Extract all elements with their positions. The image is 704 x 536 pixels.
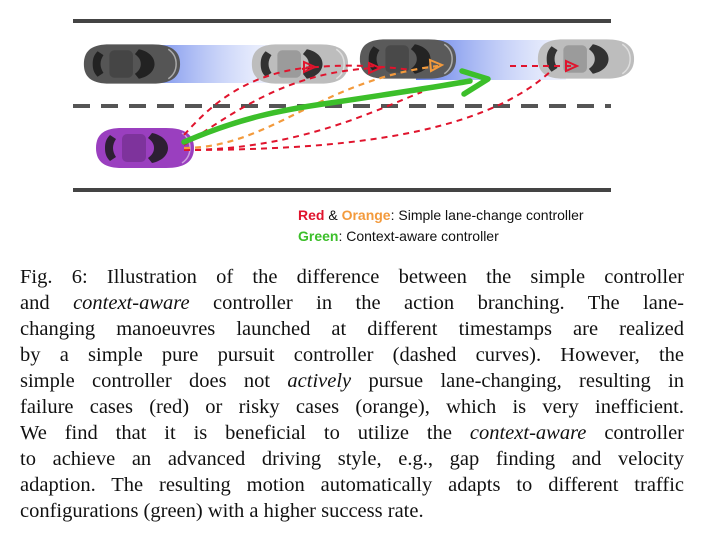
caption-line-7: We find that it is beneficial to utilize… (20, 420, 684, 446)
leading-car-right (359, 38, 457, 80)
caption-text-7a: We find that it is beneficial to utilize… (20, 422, 452, 444)
caption-text-1: Illustration of the difference between t… (106, 266, 684, 288)
caption-text-2c: controller in the action branching. The … (213, 292, 685, 314)
caption-line-3: changing manoeuvres launched at differen… (20, 318, 684, 340)
red-arrowhead-2 (368, 61, 383, 75)
caption-line-9: adaption. The resulting motion automatic… (20, 474, 684, 496)
caption-text-2a: and (20, 292, 50, 314)
green-arrowhead (459, 68, 491, 97)
ghost-car-right (537, 38, 635, 80)
caption-line-8: to achieve an advanced driving style, e.… (20, 448, 684, 470)
caption-label: Fig. 6: (20, 266, 88, 288)
caption-line-10: configurations (green) with a higher suc… (20, 500, 424, 522)
red-trajectory-1 (183, 66, 313, 136)
legend-red-word: Red (298, 207, 325, 223)
legend-simple: Red & Orange: Simple lane-change control… (298, 205, 584, 226)
caption-line-4: by a simple pure pursuit controller (das… (20, 344, 684, 366)
caption-line-2: and context-aware controller in the acti… (20, 290, 684, 316)
caption-italic-context-aware-1: context-aware (73, 292, 190, 314)
red-arrowheads (303, 59, 580, 75)
figure-caption: Fig. 6: Illustration of the difference b… (20, 264, 684, 524)
legend-simple-text: : Simple lane-change controller (390, 207, 584, 223)
caption-italic-actively: actively (287, 370, 352, 392)
caption-text-5a: simple controller does not (20, 370, 271, 392)
caption-italic-context-aware-2: context-aware (469, 422, 587, 444)
leading-car-left (83, 43, 181, 85)
legend-green-word: Green (298, 228, 339, 244)
caption-text-5c: pursue lane-changing, resulting in (368, 370, 685, 392)
legend-context-text: : Context-aware controller (338, 228, 499, 244)
lane-change-illustration (73, 19, 635, 192)
red-trajectory-4 (183, 69, 553, 151)
orange-trajectory (183, 64, 439, 150)
caption-line-1: Fig. 6: Illustration of the difference b… (20, 264, 684, 290)
red-arrowhead-1 (303, 60, 318, 74)
legend-context: Green: Context-aware controller (298, 226, 584, 247)
red-arrowhead-3 (565, 59, 580, 73)
caption-line-5: simple controller does not actively purs… (20, 368, 684, 394)
legend-orange-word: Orange (341, 207, 391, 223)
orange-arrowhead (428, 58, 445, 73)
ghost-car-left (251, 43, 349, 85)
caption-text-7c: controller (604, 422, 685, 444)
green-trajectory (181, 78, 473, 145)
figure-legend: Red & Orange: Simple lane-change control… (298, 205, 584, 247)
legend-amp: & (328, 207, 338, 223)
ego-car (95, 127, 195, 169)
caption-line-6: failure cases (red) or risky cases (oran… (20, 396, 684, 418)
